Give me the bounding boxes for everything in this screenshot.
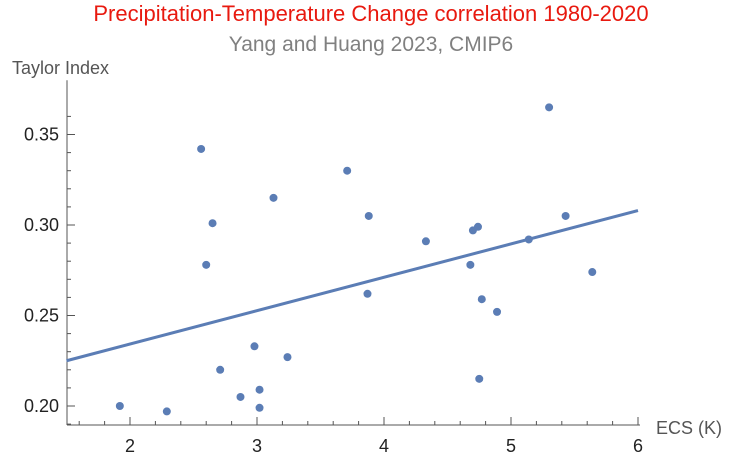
y-tick-label: 0.30 (24, 215, 59, 235)
data-point (236, 392, 245, 401)
x-tick-label: 4 (379, 436, 389, 456)
x-tick-label: 6 (633, 436, 643, 456)
data-point (561, 211, 570, 220)
data-point (162, 407, 171, 416)
data-point (216, 365, 225, 374)
chart-title: Precipitation-Temperature Change correla… (93, 1, 649, 26)
x-axis-label: ECS (K) (656, 418, 723, 438)
data-point (364, 211, 373, 220)
data-point (524, 235, 533, 244)
data-point (473, 222, 482, 231)
regression-line (66, 209, 639, 363)
data-point (466, 260, 475, 269)
chart-subtitle: Yang and Huang 2023, CMIP6 (228, 33, 514, 56)
data-point (421, 237, 430, 246)
data-point (255, 403, 264, 412)
y-tick-label: 0.20 (24, 396, 59, 416)
data-point (283, 353, 292, 362)
data-point (208, 219, 217, 228)
data-point (343, 166, 352, 175)
data-point (588, 268, 597, 277)
data-point (545, 103, 554, 112)
x-tick-label: 5 (506, 436, 516, 456)
data-point (477, 295, 486, 304)
data-point (197, 144, 206, 153)
data-point (250, 342, 259, 351)
y-tick-label: 0.35 (24, 125, 59, 145)
data-point (363, 289, 372, 298)
x-tick-label: 3 (252, 436, 262, 456)
y-axis-label: Taylor Index (12, 58, 110, 78)
y-tick-label: 0.25 (24, 306, 59, 326)
data-point (269, 193, 278, 202)
data-point (115, 402, 124, 410)
data-point (255, 385, 264, 394)
data-point (202, 260, 211, 269)
data-point (475, 374, 484, 383)
data-point (493, 307, 502, 316)
x-tick-label: 2 (125, 436, 135, 456)
